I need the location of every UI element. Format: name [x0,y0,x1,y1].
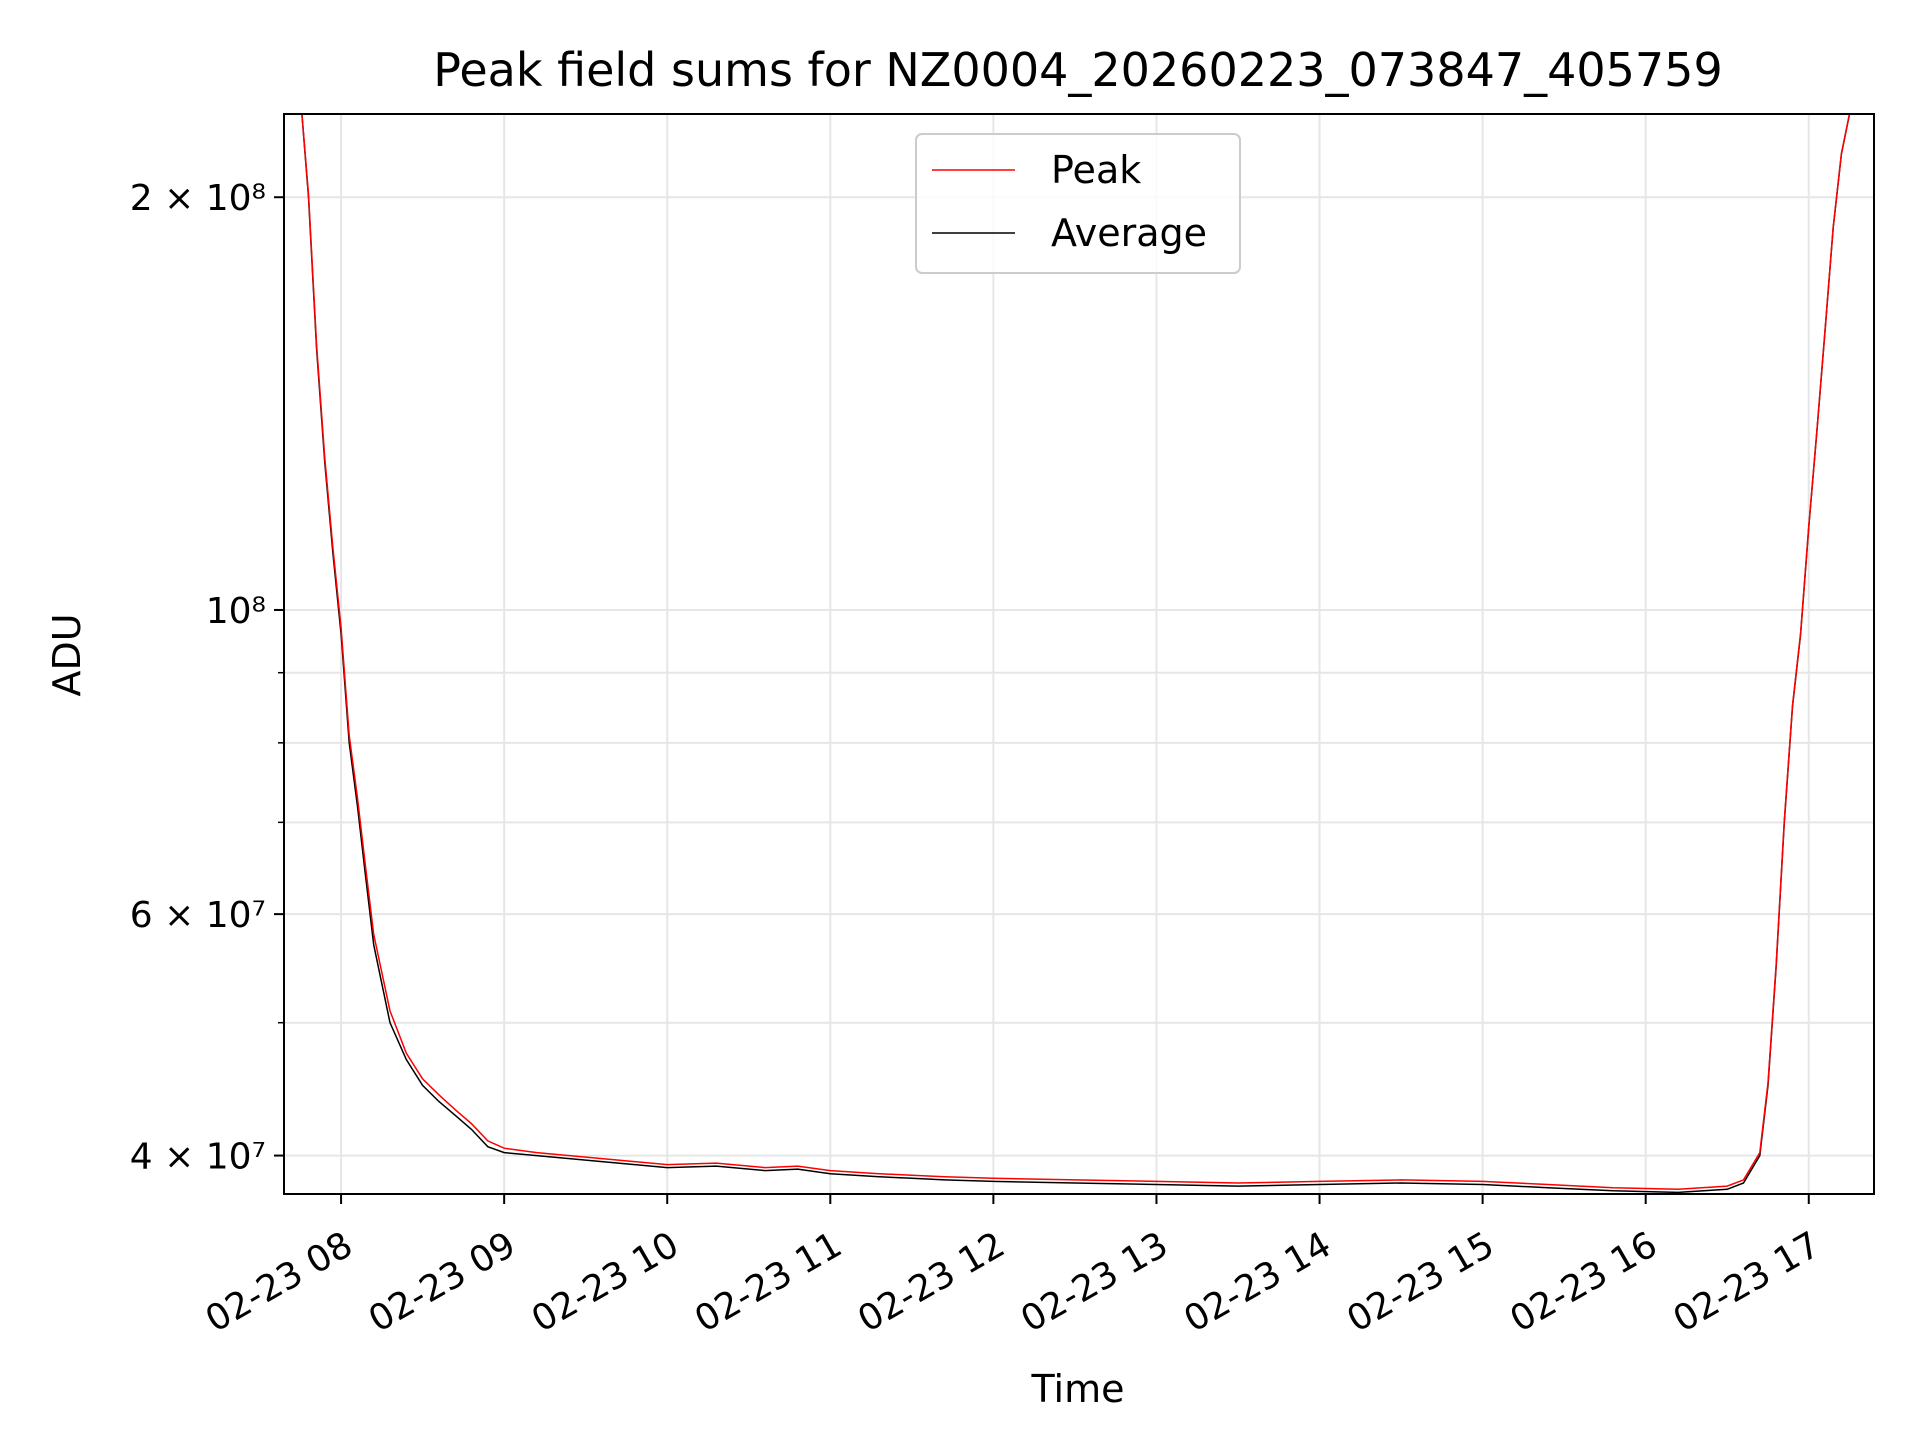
x-tick-label: 02-23 14 [1177,1224,1338,1340]
legend-peak-label: Peak [1051,148,1141,192]
plot-frame [283,113,1875,1195]
x-axis-ticks: 02-23 08 02-23 09 02-23 10 02-23 11 02-23 12… [199,1194,1827,1341]
x-tick-label: 02-23 15 [1340,1224,1501,1340]
y-tick-label: 2 × 10⁸ [130,178,266,219]
x-axis-label: Time [1031,1367,1125,1411]
y-axis-ticks: 4 × 10⁷ 6 × 10⁷ 10⁸ 2 × 10⁸ [130,178,284,1178]
x-tick-label: 02-23 16 [1504,1224,1665,1340]
x-tick-label: 02-23 10 [525,1224,686,1340]
series-line-average [284,114,1874,1194]
legend: Peak Average [915,133,1241,274]
x-tick-label: 02-23 12 [851,1224,1012,1340]
legend-average-label: Average [1051,211,1207,255]
legend-box [915,133,1241,274]
y-tick-label: 6 × 10⁷ [130,895,266,936]
series-layer [284,114,1874,1194]
x-tick-label: 02-23 08 [199,1224,360,1340]
x-tick-label: 02-23 13 [1014,1224,1175,1340]
x-tick-label: 02-23 09 [362,1224,523,1340]
grid-layer [284,114,1874,1194]
y-axis-label: ADU [45,613,89,696]
x-tick-label: 02-23 11 [688,1224,849,1340]
series-line-peak [284,114,1874,1191]
y-tick-label: 4 × 10⁷ [130,1137,266,1178]
y-tick-label: 10⁸ [206,591,266,632]
chart-title: Peak field sums for NZ0004_20260223_0738… [433,43,1722,97]
x-tick-label: 02-23 17 [1667,1224,1828,1340]
